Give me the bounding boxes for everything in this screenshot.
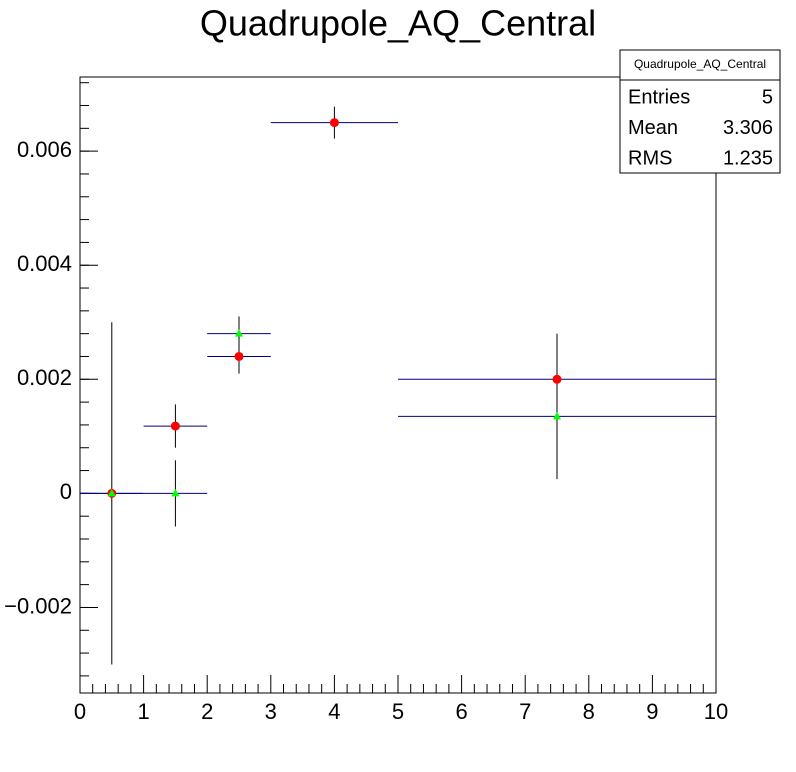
x-tick-label: 10 xyxy=(704,699,728,724)
data-point xyxy=(552,374,562,384)
x-tick-label: 9 xyxy=(646,699,658,724)
x-tick-label: 3 xyxy=(265,699,277,724)
stats-box xyxy=(619,49,781,174)
data-point xyxy=(329,118,339,128)
stats-value: 5 xyxy=(762,86,773,108)
chart-title: Quadrupole_AQ_Central xyxy=(200,3,596,44)
x-tick-label: 5 xyxy=(392,699,404,724)
data-point xyxy=(234,351,244,361)
y-tick-label: 0.004 xyxy=(17,251,72,276)
data-point xyxy=(107,488,116,497)
x-tick-label: 2 xyxy=(201,699,213,724)
x-tick-label: 8 xyxy=(583,699,595,724)
stats-title: Quadrupole_AQ_Central xyxy=(634,57,766,71)
x-tick-label: 4 xyxy=(328,699,340,724)
x-tick-label: 1 xyxy=(137,699,149,724)
data-point xyxy=(553,411,561,420)
stats-label: RMS xyxy=(628,147,672,169)
stats-value: 1.235 xyxy=(723,147,773,169)
x-tick-label: 6 xyxy=(455,699,467,724)
data-point xyxy=(171,488,180,497)
y-tick-label: −0.002 xyxy=(4,593,72,618)
stats-value: 3.306 xyxy=(723,117,773,139)
stats-label: Entries xyxy=(628,86,690,108)
x-tick-label: 0 xyxy=(74,699,86,724)
x-tick-label: 7 xyxy=(519,699,531,724)
y-tick-label: 0.006 xyxy=(17,137,72,162)
y-tick-label: 0 xyxy=(60,479,72,504)
y-tick-label: 0.002 xyxy=(17,365,72,390)
data-point xyxy=(170,421,180,431)
stats-label: Mean xyxy=(628,117,678,139)
data-point xyxy=(235,329,243,337)
